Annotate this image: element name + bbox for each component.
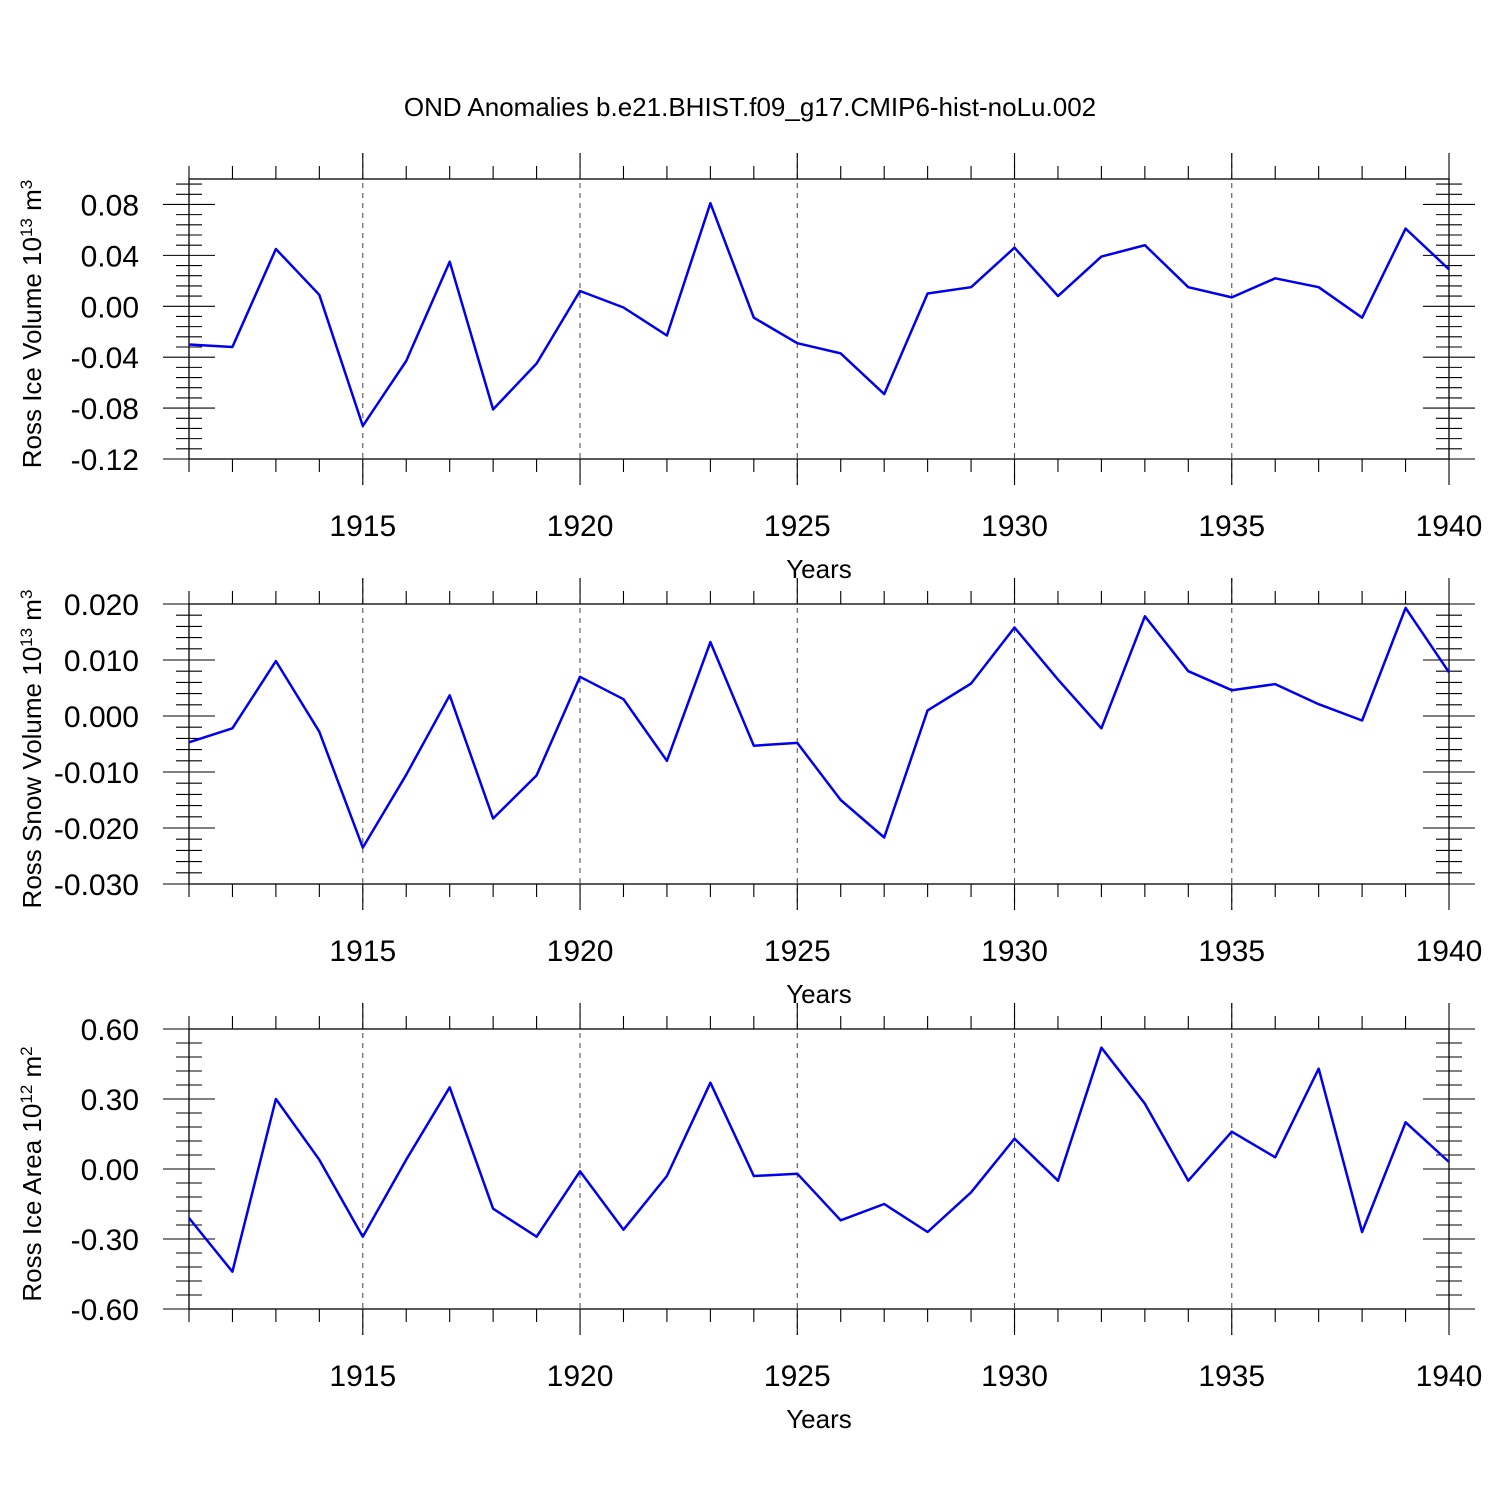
plot-frame bbox=[188, 1028, 1450, 1310]
x-tick-label: 1915 bbox=[329, 510, 396, 543]
y-label-exponent: 13 bbox=[17, 628, 36, 647]
y-tick-label: -0.30 bbox=[71, 1224, 139, 1257]
y-tick-label: -0.030 bbox=[54, 869, 139, 902]
plot-frame bbox=[188, 603, 1450, 885]
y-axis-label: Ross Snow Volume 1013 m3 bbox=[17, 590, 48, 909]
y-tick-label: 0.60 bbox=[81, 1014, 139, 1047]
y-axis-label: Ross Ice Volume 1013 m3 bbox=[17, 180, 48, 469]
y-label-text: Ross Snow Volume 10 bbox=[17, 647, 47, 909]
y-label-unit-exponent: 3 bbox=[17, 180, 36, 189]
x-tick-label: 1940 bbox=[1416, 935, 1483, 968]
y-tick-label: 0.08 bbox=[81, 189, 139, 222]
y-tick-label: -0.020 bbox=[54, 813, 139, 846]
x-tick-label: 1915 bbox=[329, 1360, 396, 1393]
y-tick-label: 0.020 bbox=[64, 589, 139, 622]
x-tick-label: 1930 bbox=[981, 935, 1048, 968]
y-tick-label: -0.08 bbox=[71, 393, 139, 426]
panel-3: -0.60 -0.30 0.00 0.30 0.60 1915 1920 1925 1930 19… bbox=[17, 1003, 1483, 1434]
y-label-unit-exponent: 2 bbox=[17, 1046, 36, 1055]
x-tick-label: 1935 bbox=[1198, 510, 1265, 543]
x-tick-label: 1940 bbox=[1416, 510, 1483, 543]
x-tick-label: 1940 bbox=[1416, 1360, 1483, 1393]
y-tick-label: 0.30 bbox=[81, 1084, 139, 1117]
y-label-unit: m bbox=[17, 1056, 47, 1085]
series-line bbox=[188, 1046, 1450, 1273]
chart-title: OND Anomalies b.e21.BHIST.f09_g17.CMIP6-… bbox=[404, 92, 1096, 122]
x-tick-label: 1925 bbox=[764, 935, 831, 968]
y-tick-label: 0.04 bbox=[81, 240, 139, 273]
panels-container: -0.12 -0.08 -0.04 0.00 0.04 0.08 1915 1920 1925 1… bbox=[17, 153, 1483, 1434]
y-label-unit: m bbox=[17, 189, 47, 218]
series-line bbox=[188, 201, 1450, 428]
y-label-exponent: 13 bbox=[17, 218, 36, 237]
y-axis-label: Ross Ice Area 1012 m2 bbox=[17, 1046, 48, 1301]
plot-frame bbox=[188, 178, 1450, 460]
y-label-unit: m bbox=[17, 599, 47, 628]
x-tick-label: 1930 bbox=[981, 510, 1048, 543]
y-label-exponent: 12 bbox=[17, 1085, 36, 1104]
x-tick-label: 1935 bbox=[1198, 1360, 1265, 1393]
y-label-text: Ross Ice Area 10 bbox=[17, 1104, 47, 1302]
x-tick-label: 1935 bbox=[1198, 935, 1265, 968]
panel-2: -0.030 -0.020 -0.010 0.000 0.010 0.020 1915 192… bbox=[17, 578, 1483, 1009]
x-tick-label: 1920 bbox=[547, 935, 614, 968]
y-label-unit-exponent: 3 bbox=[17, 590, 36, 599]
y-tick-label: -0.12 bbox=[71, 444, 139, 477]
y-tick-label: -0.60 bbox=[71, 1294, 139, 1327]
y-label-text: Ross Ice Volume 10 bbox=[17, 237, 47, 468]
x-tick-label: 1920 bbox=[547, 510, 614, 543]
x-axis-label: Years bbox=[786, 979, 852, 1009]
x-axis-label: Years bbox=[786, 554, 852, 584]
x-axis-label: Years bbox=[786, 1404, 852, 1434]
y-tick-label: 0.000 bbox=[64, 701, 139, 734]
y-tick-label: 0.010 bbox=[64, 645, 139, 678]
panel-1: -0.12 -0.08 -0.04 0.00 0.04 0.08 1915 1920 1925 1… bbox=[17, 153, 1483, 584]
x-tick-label: 1930 bbox=[981, 1360, 1048, 1393]
y-tick-label: 0.00 bbox=[81, 291, 139, 324]
y-tick-label: 0.00 bbox=[81, 1154, 139, 1187]
y-tick-label: -0.04 bbox=[71, 342, 139, 375]
x-tick-label: 1920 bbox=[547, 1360, 614, 1393]
x-tick-label: 1925 bbox=[764, 510, 831, 543]
x-tick-label: 1925 bbox=[764, 1360, 831, 1393]
x-tick-label: 1915 bbox=[329, 935, 396, 968]
y-tick-label: -0.010 bbox=[54, 757, 139, 790]
series-line bbox=[188, 606, 1451, 849]
